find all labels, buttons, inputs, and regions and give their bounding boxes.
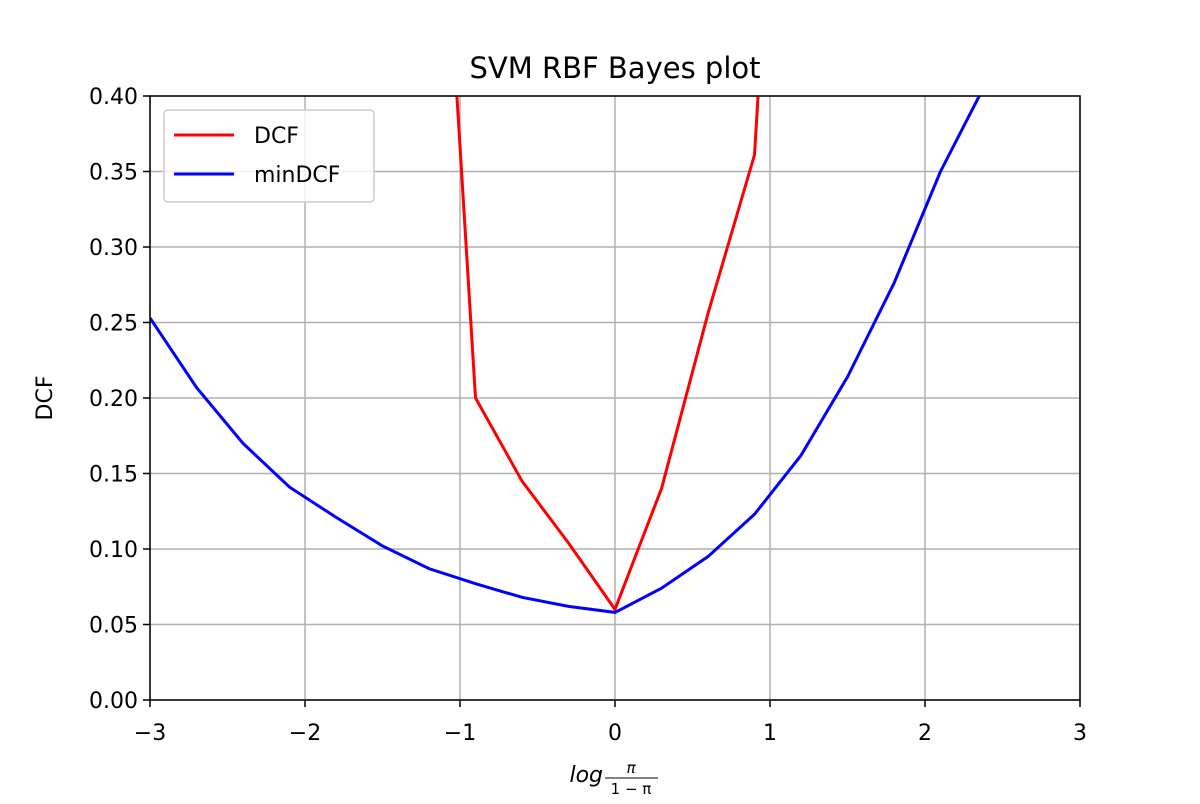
y-tick-label: 0.20: [89, 387, 138, 412]
legend-label: DCF: [254, 124, 299, 149]
y-tick-label: 0.35: [89, 161, 138, 186]
chart-title: SVM RBF Bayes plot: [469, 51, 760, 85]
plot-frame: [149, 95, 1081, 701]
y-tick-label: 0.10: [89, 538, 138, 563]
y-tick-label: 0.30: [89, 236, 138, 261]
x-tick-label: −1: [444, 721, 476, 746]
y-axis-label: DCF: [33, 376, 58, 421]
x-label-base: log: [569, 763, 603, 788]
y-tick-label: 0.00: [89, 689, 138, 714]
y-tick-label: 0.05: [89, 614, 138, 639]
x-tick-label: 2: [918, 721, 932, 746]
y-tick-label: 0.25: [89, 312, 138, 337]
y-tick-label: 0.40: [89, 85, 138, 110]
x-tick-label: 0: [608, 721, 622, 746]
x-axis-label: log π 1 − π: [569, 759, 658, 798]
legend-label: minDCF: [254, 163, 340, 188]
data-line: [455, 96, 760, 613]
legend-box: [163, 109, 375, 203]
data-line: [150, 96, 981, 614]
x-label-denominator: 1 − π: [611, 780, 652, 798]
x-tick-label: 3: [1073, 721, 1087, 746]
x-tick-label: 1: [763, 721, 777, 746]
x-tick-label: −2: [289, 721, 321, 746]
x-tick-label: −3: [134, 721, 166, 746]
x-label-numerator: π: [626, 759, 636, 777]
y-tick-label: 0.15: [89, 463, 138, 488]
